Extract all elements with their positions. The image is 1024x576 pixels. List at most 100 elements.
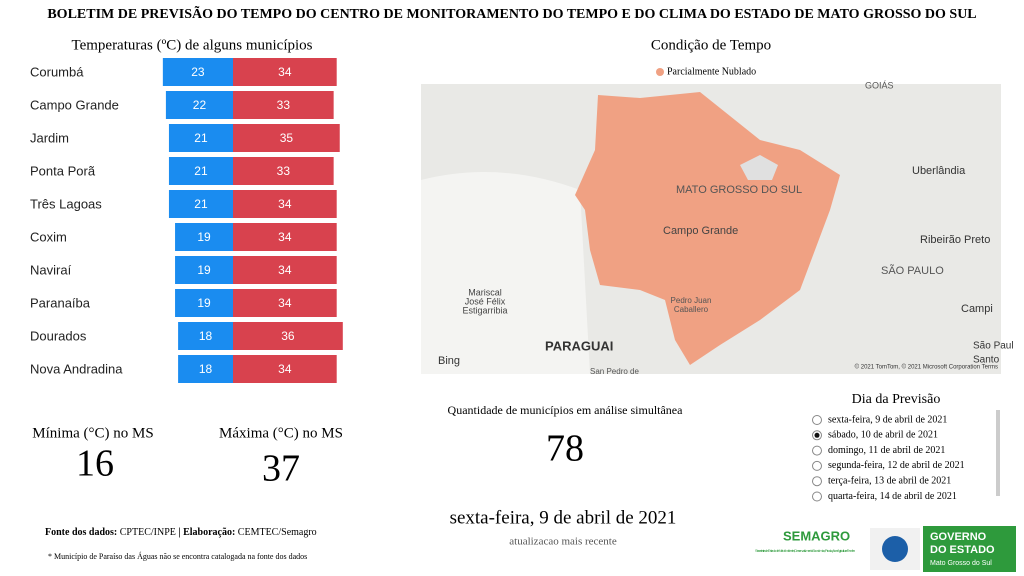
- bar: [233, 124, 340, 152]
- category-label: Jardim: [30, 130, 69, 145]
- min-label: Mínima (°C) no MS: [32, 425, 153, 441]
- radio[interactable]: [812, 445, 822, 456]
- date-note: atualizacao mais recente: [509, 536, 617, 548]
- map-label: Uberlândia: [912, 165, 966, 177]
- data-label: 22: [193, 98, 207, 112]
- category-label: Naviraí: [30, 262, 72, 277]
- map-label: José Félix: [465, 296, 506, 306]
- category-label: Coxim: [30, 229, 67, 244]
- map-title: Condição de Tempo: [651, 37, 771, 53]
- radio-dot: [814, 432, 820, 438]
- option-label[interactable]: terça-feira, 13 de abril de 2021: [828, 475, 951, 486]
- data-label: 18: [199, 362, 213, 376]
- min-value: 16: [76, 443, 114, 485]
- bar: [162, 58, 233, 86]
- map-bing: Bing: [438, 355, 460, 367]
- category-label: Ponta Porã: [30, 163, 96, 178]
- page-title: BOLETIM DE PREVISÃO DO TEMPO DO CENTRO D…: [47, 4, 976, 22]
- map-label: SÃO PAULO: [881, 264, 944, 277]
- option-label[interactable]: quarta-feira, 14 de abril de 2021: [828, 491, 957, 502]
- count-label: Quantidade de municípios em análise simu…: [448, 403, 684, 417]
- map: GOIÁS MATO GROSSO DO SUL Campo Grande Ub…: [421, 80, 1014, 376]
- coat-of-arms: [882, 536, 908, 562]
- bar: [233, 58, 337, 86]
- map-label: PARAGUAI: [545, 338, 613, 353]
- data-label: 33: [277, 164, 291, 178]
- logo-text: SEMAGRO: [783, 528, 850, 543]
- gov-logo: [923, 526, 1016, 572]
- data-label: 33: [277, 98, 291, 112]
- data-label: 21: [194, 131, 208, 145]
- bar: [233, 91, 334, 119]
- option-label[interactable]: segunda-feira, 12 de abril de 2021: [828, 460, 965, 471]
- category-label: Paranaíba: [30, 295, 91, 310]
- author: CEMTEC/Semagro: [235, 527, 316, 538]
- source-label: Fonte dos dados:: [45, 527, 117, 538]
- data-label: 34: [278, 296, 292, 310]
- gov-text: GOVERNO: [930, 531, 987, 543]
- bar: [178, 322, 233, 350]
- data-label: 34: [278, 197, 292, 211]
- forecast-options: sexta-feira, 9 de abril de 2021 sábado, 1…: [812, 414, 965, 502]
- category-label: Campo Grande: [30, 97, 119, 112]
- max-label: Máxima (°C) no MS: [219, 425, 343, 441]
- state-shape: [575, 92, 840, 365]
- source: CPTEC/INPE: [117, 527, 178, 538]
- category-label: Dourados: [30, 328, 87, 343]
- chart-title: Temperaturas (ºC) de alguns municípios: [71, 37, 312, 53]
- semagro-logo: SEMAGRO Secretaria de Estado de Meio Amb…: [755, 528, 856, 553]
- radio[interactable]: [812, 476, 822, 487]
- map-label: Pedro Juan: [671, 296, 712, 305]
- category-label: Nova Andradina: [30, 361, 123, 376]
- radio[interactable]: [812, 460, 822, 471]
- scrollbar: [996, 410, 1000, 496]
- legend-dot: [656, 68, 664, 76]
- data-label: 23: [191, 65, 205, 79]
- forecast-title: Dia da Previsão: [852, 392, 941, 407]
- bar: [233, 190, 337, 218]
- data-label: 19: [197, 230, 211, 244]
- map-label: Caballero: [674, 305, 709, 314]
- option-label[interactable]: domingo, 11 de abril de 2021: [828, 445, 945, 456]
- bar: [233, 289, 337, 317]
- option-label[interactable]: sábado, 10 de abril de 2021: [828, 430, 938, 441]
- map-label: Mariscal: [468, 287, 502, 297]
- bar: [175, 256, 233, 284]
- category-label: Três Lagoas: [30, 196, 102, 211]
- map-label: Estigarribia: [462, 305, 507, 315]
- map-label: Campi: [961, 303, 993, 315]
- radio[interactable]: [812, 491, 822, 502]
- bar: [233, 355, 337, 383]
- bar: [233, 223, 337, 251]
- data-label: 34: [278, 362, 292, 376]
- category-label: Corumbá: [30, 64, 84, 79]
- source-label: Fonte dos dados: CPTEC/INPE | Elaboração…: [45, 527, 317, 538]
- bar: [175, 223, 233, 251]
- data-label: 36: [281, 329, 295, 343]
- map-credit: © 2021 TomTom, © 2021 Microsoft Corporat…: [855, 364, 998, 371]
- logo-subtext: Secretaria de Estado de Meio Ambiente, D…: [755, 548, 856, 553]
- map-label: GOIÁS: [865, 80, 894, 90]
- max-value: 37: [262, 448, 300, 490]
- land: [421, 172, 590, 374]
- data-label: 21: [194, 197, 208, 211]
- data-label: 19: [197, 263, 211, 277]
- data-label: 34: [278, 263, 292, 277]
- radio[interactable]: [812, 415, 822, 425]
- cloud-gap: [740, 155, 778, 180]
- count-value: 78: [546, 428, 584, 470]
- map-label: Santo: [973, 355, 1000, 366]
- map-label: São Paul: [973, 341, 1014, 352]
- bar: [233, 322, 343, 350]
- option-label[interactable]: sexta-feira, 9 de abril de 2021: [828, 414, 947, 425]
- bar: [178, 355, 233, 383]
- bar-chart: Corumbá 23 34 Campo Grande 22 33 Jardim 21 35 Pon…: [30, 58, 343, 383]
- data-label: 34: [278, 230, 292, 244]
- data-label: 35: [280, 131, 294, 145]
- bar: [168, 190, 233, 218]
- legend-text: Parcialmente Nublado: [667, 66, 756, 77]
- map-label: Ribeirão Preto: [920, 234, 990, 246]
- bar: [233, 256, 337, 284]
